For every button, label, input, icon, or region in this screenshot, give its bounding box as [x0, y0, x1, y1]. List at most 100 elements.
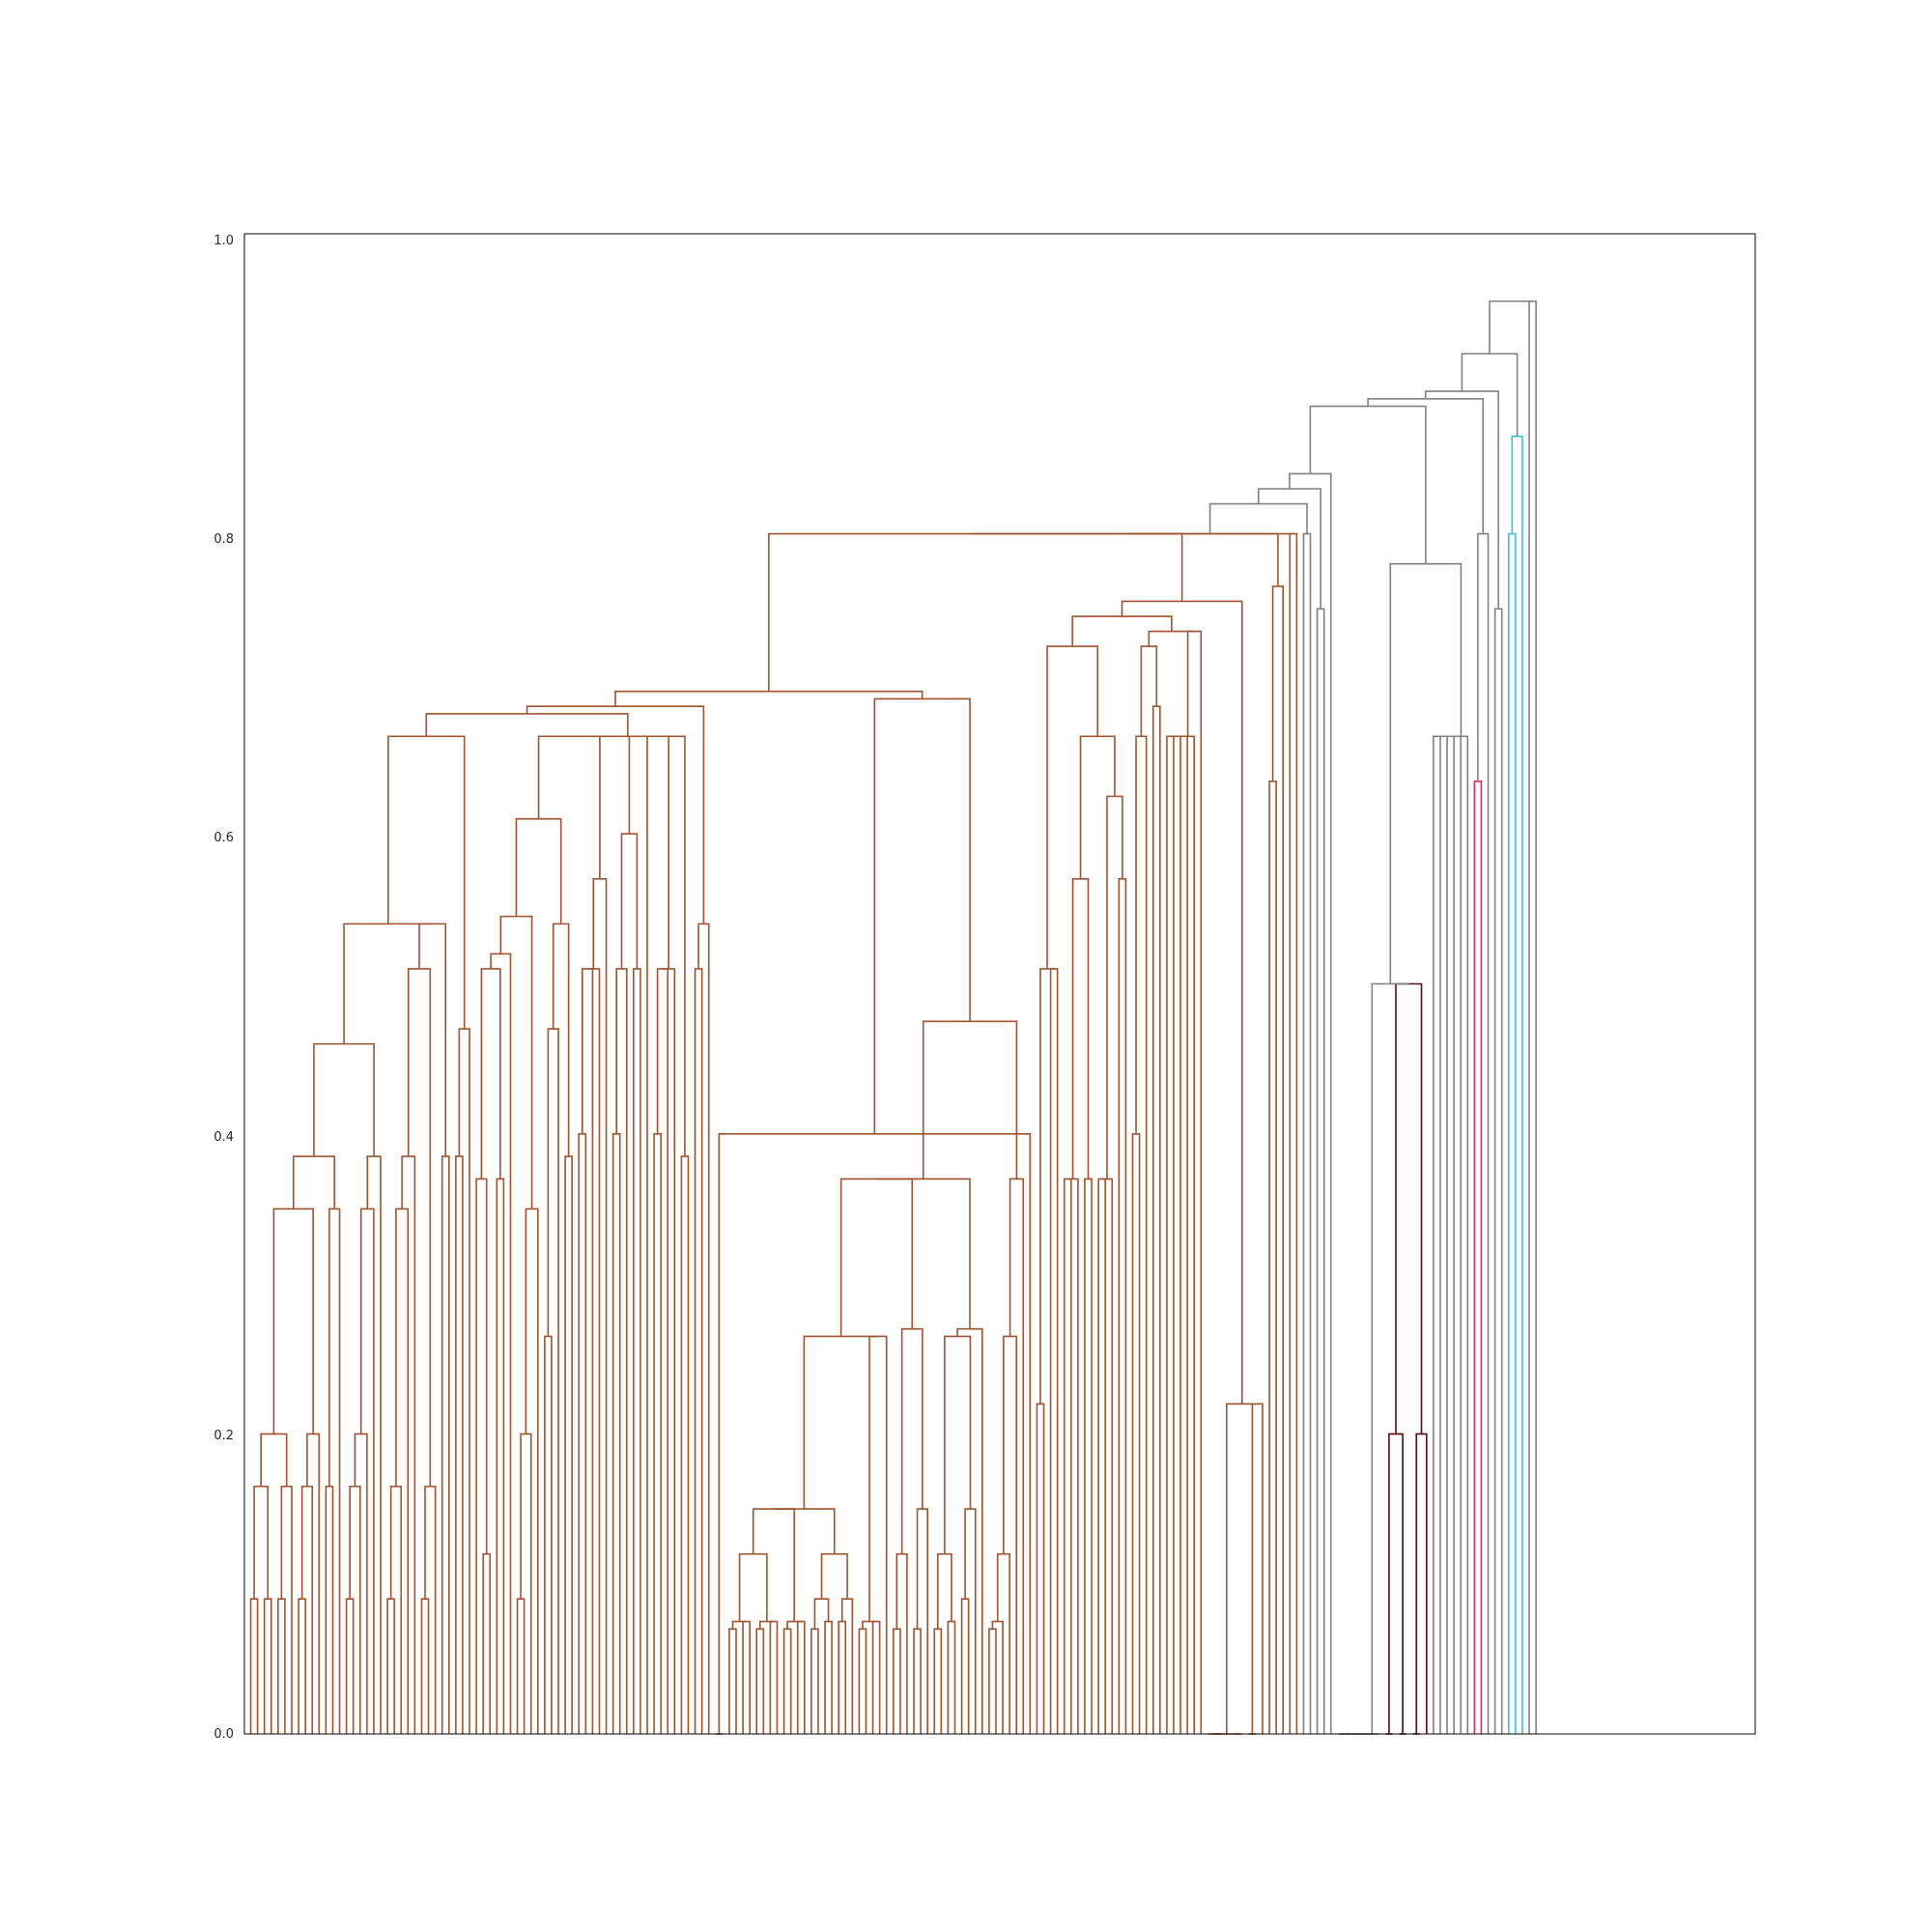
y-tick-label: 1.0: [213, 234, 234, 248]
y-axis: 0.0 0.2 0.4 0.6 0.8 1.0: [213, 234, 234, 1742]
dendrogram-link: [1226, 1403, 1258, 1734]
dendrogram-link: [458, 1028, 470, 1734]
dendrogram-link: [615, 968, 628, 1734]
dendrogram-link: [1436, 735, 1448, 1734]
dendrogram-link: [873, 697, 971, 1134]
dendrogram-link: [1101, 1178, 1114, 1734]
dendrogram-link: [313, 1042, 375, 1157]
dendrogram-link: [697, 923, 710, 1734]
dendrogram-link: [1106, 795, 1123, 1179]
dendrogram-link: [552, 923, 570, 1157]
dendrogram-link: [424, 1485, 437, 1734]
dendrogram-link: [964, 1508, 977, 1734]
dendrogram-link: [620, 833, 639, 969]
dendrogram-link: [1251, 1403, 1264, 1734]
dendrogram-link: [1036, 1403, 1045, 1734]
dendrogram-link: [611, 1133, 621, 1734]
dendrogram-link: [694, 968, 703, 1734]
y-tick-label: 0.6: [213, 831, 234, 845]
dendrogram-link: [988, 1628, 997, 1734]
dendrogram-link: [1039, 968, 1055, 1405]
dendrogram-link: [1268, 781, 1277, 1734]
dendrogram-link: [653, 1133, 662, 1734]
y-tick-label: 0.0: [213, 1727, 234, 1742]
dendrogram-link: [526, 705, 705, 924]
plot-frame: [243, 233, 1756, 1735]
dendrogram-link: [386, 1598, 395, 1734]
dendrogram-link: [893, 1628, 901, 1734]
dendrogram-link: [839, 1178, 914, 1337]
dendrogram-link: [1175, 735, 1188, 1734]
dendrogram-link: [1097, 1178, 1106, 1734]
dendrogram-link: [475, 1178, 488, 1734]
dendrogram-link: [975, 532, 1279, 586]
dendrogram-link: [1395, 982, 1423, 1435]
dendrogram-link: [564, 1155, 573, 1734]
dendrogram-link: [738, 1552, 768, 1622]
dendrogram-link: [349, 1485, 361, 1734]
dendrogram-link: [1302, 532, 1312, 1734]
dendrogram-link: [768, 532, 1183, 692]
dendrogram-link: [895, 1552, 908, 1734]
dendrogram-link: [922, 1020, 1018, 1179]
dendrogram-link: [1084, 1178, 1093, 1734]
dendrogram-link: [496, 1178, 505, 1734]
dendrogram-link: [418, 923, 447, 1157]
dendrogram-link: [868, 1335, 888, 1734]
dendrogram-link: [407, 968, 432, 1487]
dendrogram-link: [668, 735, 686, 1157]
dendrogram-link: [662, 968, 676, 1734]
dendrogram-link: [420, 1598, 430, 1734]
dendrogram-link: [1079, 735, 1116, 879]
dendrogram-link: [440, 1155, 450, 1734]
dendrogram-link: [1528, 300, 1537, 1734]
dendrogram-link: [916, 1508, 928, 1734]
dendrogram-link: [810, 1628, 819, 1734]
dendrogram-link: [1186, 630, 1203, 1734]
dendrogram-link: [840, 1598, 854, 1734]
dendrogram-link: [1071, 877, 1090, 1179]
dendrogram-link: [633, 968, 641, 1734]
dendrogram-link: [656, 968, 669, 1734]
dendrogram-link: [820, 1552, 848, 1600]
dendrogram-link: [547, 1028, 559, 1734]
dendrogram-link: [515, 817, 562, 924]
y-tick-label: 0.8: [213, 532, 234, 547]
dendrogram-link: [1067, 1178, 1079, 1734]
dendrogram-link: [773, 1508, 836, 1554]
dendrogram-link: [345, 1598, 355, 1734]
dendrogram-link: [1063, 1178, 1072, 1734]
dendrogram-link: [389, 1485, 403, 1734]
dendrogram-link: [482, 1552, 492, 1734]
dendrogram-link: [813, 1598, 830, 1630]
dendrogram-link: [1489, 300, 1533, 355]
dendrogram-link: [824, 1620, 833, 1734]
dendrogram-link: [544, 1335, 553, 1734]
dendrogram-link: [782, 1628, 792, 1734]
dendrogram-link: [752, 1508, 795, 1622]
dendrogram-link: [525, 1208, 539, 1734]
dendrogram-link: [325, 1485, 334, 1734]
dendrogram-link: [354, 1433, 368, 1734]
dendrogram-link: [1388, 1433, 1404, 1734]
dendrogram-link: [1309, 405, 1427, 564]
dendrogram-link: [537, 735, 619, 819]
dendrogram-link: [718, 1133, 1032, 1734]
dendrogram-link: [1316, 608, 1325, 1734]
dendrogram-link: [1180, 735, 1195, 1734]
dendrogram-link: [1454, 735, 1469, 1734]
y-tick-label: 0.4: [213, 1130, 234, 1145]
dendrogram-link: [516, 1598, 526, 1734]
dendrogram-link: [395, 1208, 410, 1734]
dendrogram-link: [1493, 608, 1503, 1734]
dendrogram-link: [1511, 435, 1523, 1734]
dendrogram-link: [944, 1335, 972, 1554]
dendrogram-link: [1271, 585, 1285, 1734]
dendrogram-link: [786, 1620, 802, 1630]
dendrogram-link: [1166, 735, 1175, 1734]
dendrogram-link: [1151, 705, 1161, 1734]
dendrogram-link: [1433, 735, 1441, 1734]
dendrogram-link: [742, 1620, 751, 1734]
dendrogram-link: [876, 1178, 971, 1329]
